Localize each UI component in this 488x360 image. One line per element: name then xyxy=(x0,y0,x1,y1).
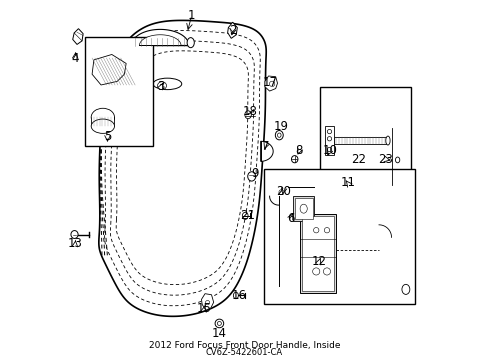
Text: 22: 22 xyxy=(350,153,366,166)
Text: 2012 Ford Focus Front Door Handle, Inside: 2012 Ford Focus Front Door Handle, Insid… xyxy=(148,341,340,350)
Ellipse shape xyxy=(300,204,306,213)
Ellipse shape xyxy=(322,155,327,163)
Bar xyxy=(292,196,314,221)
Text: 4: 4 xyxy=(71,51,79,64)
Ellipse shape xyxy=(269,81,274,87)
Polygon shape xyxy=(131,30,188,45)
Ellipse shape xyxy=(242,212,247,220)
Text: 20: 20 xyxy=(275,185,290,198)
Ellipse shape xyxy=(91,119,114,134)
Ellipse shape xyxy=(326,147,331,152)
Polygon shape xyxy=(260,141,273,161)
Text: 23: 23 xyxy=(377,153,392,166)
Ellipse shape xyxy=(395,157,399,163)
Text: 13: 13 xyxy=(68,237,82,250)
Text: 18: 18 xyxy=(242,105,257,118)
Text: 21: 21 xyxy=(240,209,254,222)
Ellipse shape xyxy=(91,108,114,126)
Ellipse shape xyxy=(401,284,409,294)
Ellipse shape xyxy=(205,301,209,305)
Ellipse shape xyxy=(278,190,284,195)
Bar xyxy=(325,126,333,155)
Polygon shape xyxy=(273,184,289,199)
Text: 14: 14 xyxy=(211,327,226,340)
Text: 3: 3 xyxy=(157,80,164,93)
Text: 11: 11 xyxy=(340,176,355,189)
Ellipse shape xyxy=(71,230,78,238)
Polygon shape xyxy=(227,22,237,39)
Ellipse shape xyxy=(326,130,331,134)
Text: 7: 7 xyxy=(261,140,268,153)
Ellipse shape xyxy=(131,37,139,48)
Ellipse shape xyxy=(324,228,329,233)
Ellipse shape xyxy=(326,136,331,141)
Ellipse shape xyxy=(277,133,281,137)
Polygon shape xyxy=(73,29,83,44)
Bar xyxy=(85,37,153,146)
Ellipse shape xyxy=(291,156,297,163)
Text: CV6Z-5422601-CA: CV6Z-5422601-CA xyxy=(205,348,283,357)
Text: 1: 1 xyxy=(188,9,195,22)
Ellipse shape xyxy=(312,268,319,275)
Ellipse shape xyxy=(187,38,194,48)
Polygon shape xyxy=(201,294,213,310)
Bar xyxy=(319,87,410,171)
Ellipse shape xyxy=(153,78,182,90)
Ellipse shape xyxy=(323,268,330,275)
Ellipse shape xyxy=(217,321,221,325)
Ellipse shape xyxy=(275,131,283,140)
Text: 15: 15 xyxy=(197,302,211,315)
Text: 8: 8 xyxy=(295,144,303,157)
Bar xyxy=(333,137,387,144)
Text: 16: 16 xyxy=(231,289,246,302)
Polygon shape xyxy=(92,54,126,85)
Text: 9: 9 xyxy=(250,167,258,180)
Text: 12: 12 xyxy=(311,255,326,268)
Polygon shape xyxy=(264,76,277,91)
Bar xyxy=(294,198,312,220)
Bar xyxy=(300,214,335,293)
Bar xyxy=(386,157,397,162)
Text: 2: 2 xyxy=(229,24,236,37)
Ellipse shape xyxy=(215,319,223,328)
Ellipse shape xyxy=(247,172,255,181)
Text: 10: 10 xyxy=(322,144,337,157)
Ellipse shape xyxy=(233,292,238,299)
Text: 6: 6 xyxy=(286,212,294,225)
Ellipse shape xyxy=(244,111,251,119)
Bar xyxy=(264,169,414,304)
Ellipse shape xyxy=(313,228,318,233)
Text: 17: 17 xyxy=(262,76,277,89)
Text: 19: 19 xyxy=(273,121,288,134)
Ellipse shape xyxy=(157,82,166,90)
Polygon shape xyxy=(139,35,181,45)
Bar xyxy=(301,216,333,291)
Polygon shape xyxy=(99,21,265,316)
Ellipse shape xyxy=(385,136,389,145)
Text: 5: 5 xyxy=(103,130,111,143)
Bar xyxy=(91,117,114,126)
